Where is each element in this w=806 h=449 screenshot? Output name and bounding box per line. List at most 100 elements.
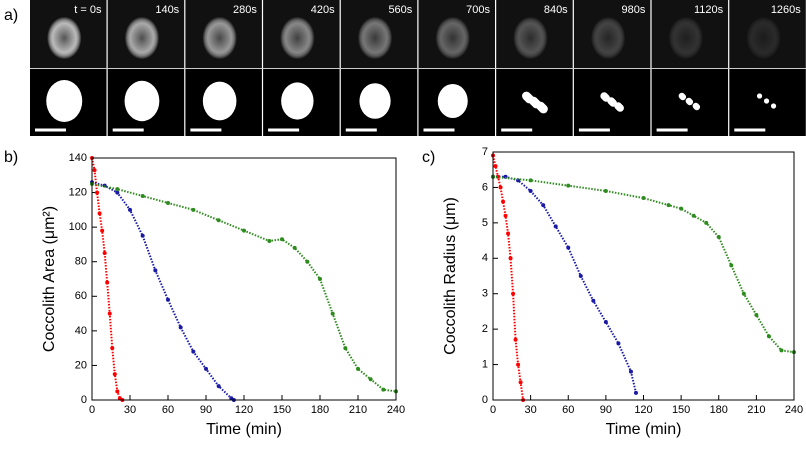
data-point xyxy=(115,389,120,394)
data-point xyxy=(528,178,533,183)
data-point xyxy=(513,337,518,342)
data-point xyxy=(166,200,170,205)
data-point xyxy=(102,251,107,256)
x-tick-label: 150 xyxy=(273,404,291,416)
data-point xyxy=(541,203,546,208)
binary-fragment xyxy=(616,104,624,112)
x-tick-label: 90 xyxy=(600,404,612,416)
y-tick-label: 60 xyxy=(75,290,87,302)
cell-image xyxy=(124,17,159,59)
binary-fragment xyxy=(525,94,534,104)
series-line xyxy=(91,182,397,393)
data-point xyxy=(140,194,145,199)
y-tick-label: 0 xyxy=(482,394,488,406)
series-line xyxy=(493,175,637,394)
data-point xyxy=(566,245,571,250)
cell-image xyxy=(746,17,781,59)
binary-fragment xyxy=(686,98,694,106)
x-tick-label: 120 xyxy=(235,404,253,416)
x-tick-label: 90 xyxy=(200,404,212,416)
y-tick-label: 0 xyxy=(81,394,87,406)
plot-frame xyxy=(492,151,795,401)
cell-image xyxy=(358,17,393,59)
data-point xyxy=(368,377,373,382)
data-point xyxy=(267,238,272,243)
x-axis-title: Time (min) xyxy=(206,421,282,438)
time-label: 140s xyxy=(155,4,179,16)
data-point xyxy=(318,277,322,281)
y-tick-label: 7 xyxy=(482,146,488,158)
data-point xyxy=(191,207,196,212)
time-label: 840s xyxy=(544,4,568,16)
x-tick-label: 30 xyxy=(124,404,136,416)
data-point xyxy=(779,348,784,353)
data-point xyxy=(716,235,721,240)
panel-label: b) xyxy=(4,149,18,166)
x-tick-label: 0 xyxy=(490,404,496,416)
data-point xyxy=(178,325,183,330)
data-point xyxy=(105,280,110,285)
data-point xyxy=(204,366,208,371)
plot-frame xyxy=(91,157,397,401)
data-point xyxy=(679,206,684,211)
data-point xyxy=(95,190,100,195)
y-axis-title: Coccolith Area (μm²) xyxy=(41,206,58,352)
time-label: t = 0s xyxy=(74,4,102,16)
data-point xyxy=(110,346,115,351)
data-point xyxy=(242,228,246,233)
binary-fragment xyxy=(756,93,763,99)
data-point xyxy=(628,369,633,374)
data-point xyxy=(191,349,196,354)
x-tick-label: 150 xyxy=(672,404,690,416)
x-tick-label: 30 xyxy=(525,404,537,416)
binary-fragment xyxy=(763,98,770,104)
data-point xyxy=(603,188,608,193)
data-point xyxy=(641,196,646,201)
data-point xyxy=(553,224,558,229)
data-point xyxy=(107,311,112,316)
data-point xyxy=(766,334,771,339)
y-tick-label: 3 xyxy=(482,288,488,300)
data-point xyxy=(356,366,360,371)
data-point xyxy=(528,188,533,193)
time-label: 280s xyxy=(233,4,257,16)
data-point xyxy=(280,237,284,242)
x-tick-label: 240 xyxy=(785,404,803,416)
data-point xyxy=(100,228,105,233)
binary-mask xyxy=(281,82,314,120)
binary-mask xyxy=(359,83,391,119)
x-tick-label: 240 xyxy=(387,404,405,416)
cell-image xyxy=(591,17,626,59)
data-point xyxy=(566,183,571,188)
cell-image xyxy=(280,17,315,59)
y-tick-label: 40 xyxy=(75,325,87,337)
data-point xyxy=(292,245,297,250)
data-point xyxy=(503,213,508,218)
data-point xyxy=(128,207,132,212)
data-point xyxy=(381,387,386,392)
data-point xyxy=(216,218,221,223)
data-point xyxy=(501,199,506,204)
time-label: 700s xyxy=(466,4,490,16)
cell-image xyxy=(668,17,703,59)
time-label: 420s xyxy=(311,4,335,16)
binary-fragment xyxy=(693,103,701,111)
binary-fragment xyxy=(539,104,548,114)
panel-label: c) xyxy=(422,149,435,166)
panel-label: a) xyxy=(4,7,18,24)
data-point xyxy=(516,362,521,367)
cell-image xyxy=(435,17,470,59)
cell-image xyxy=(47,17,82,59)
binary-mask xyxy=(124,80,160,122)
time-label: 1120s xyxy=(694,4,724,16)
data-point xyxy=(704,220,709,225)
data-point xyxy=(729,263,734,268)
data-point xyxy=(506,231,511,236)
data-point xyxy=(153,268,158,273)
series-line xyxy=(492,175,795,354)
x-tick-label: 210 xyxy=(747,404,765,416)
y-tick-label: 4 xyxy=(482,252,488,264)
x-tick-label: 180 xyxy=(710,404,728,416)
y-tick-label: 80 xyxy=(75,256,87,268)
